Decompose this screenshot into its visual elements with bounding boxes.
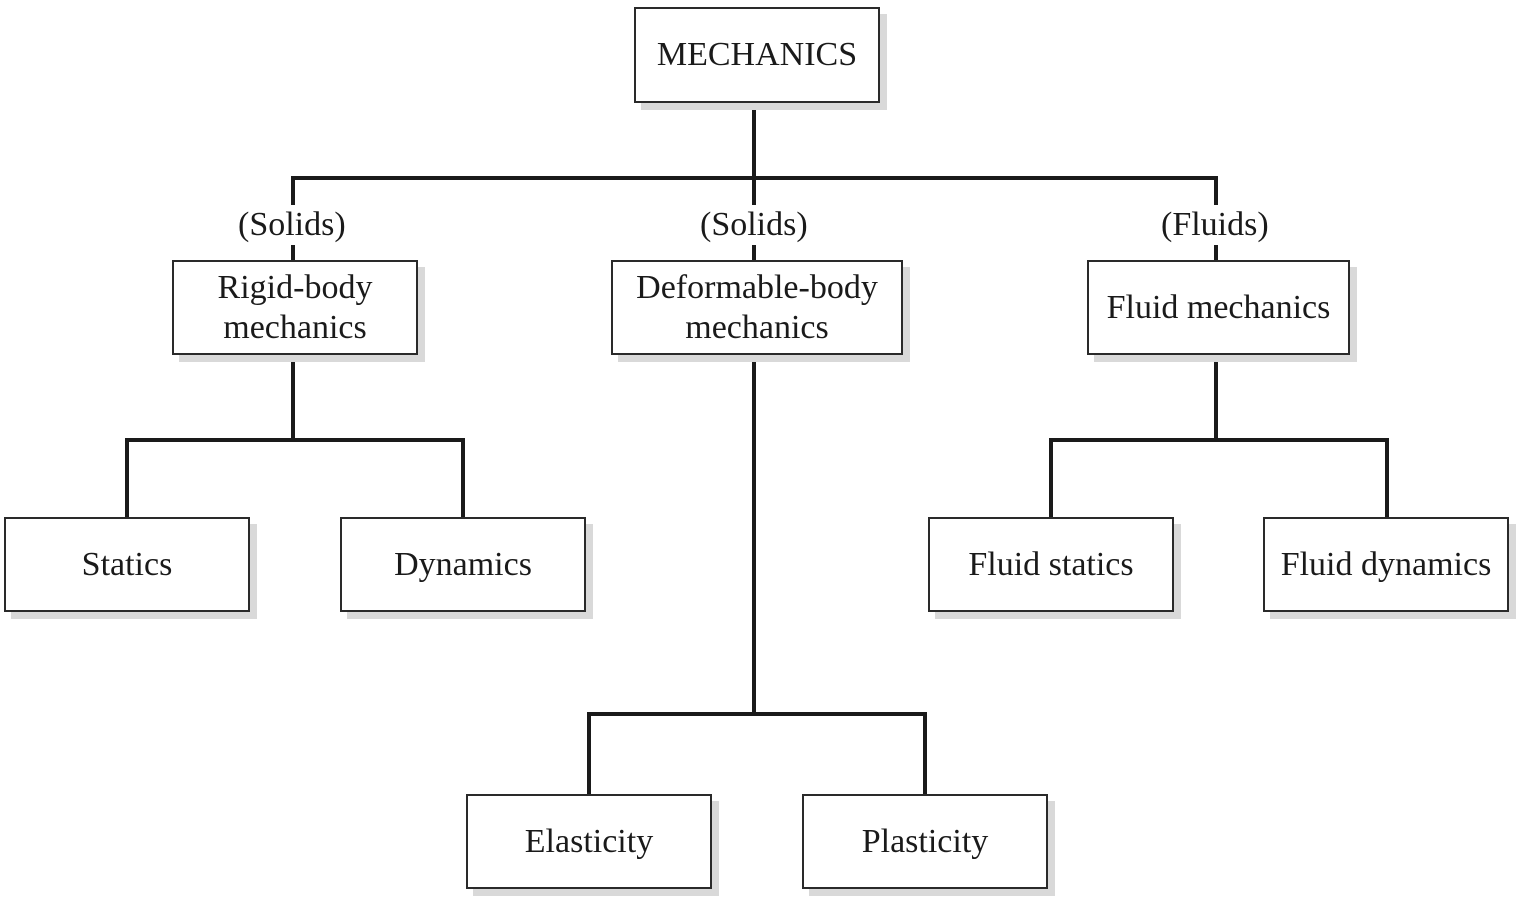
node-mechanics-label: MECHANICS xyxy=(656,36,858,73)
node-label-line: Deformable-body xyxy=(636,268,878,306)
node-fluid-statics: Fluid statics xyxy=(928,517,1174,612)
node-label: Dynamics xyxy=(394,545,532,583)
node-label-line: mechanics xyxy=(223,308,367,346)
node-fluid-dynamics: Fluid dynamics xyxy=(1263,517,1509,612)
node-fluid-mechanics: Fluid mechanics xyxy=(1087,260,1350,355)
node-label: Fluid statics xyxy=(968,545,1134,583)
branch-tag-fluids: (Fluids) xyxy=(1159,205,1271,245)
node-elasticity: Elasticity xyxy=(466,794,712,889)
node-label-line: Fluid mechanics xyxy=(1106,288,1331,326)
node-mechanics: MECHANICS xyxy=(634,7,880,103)
node-label-line: mechanics xyxy=(685,308,829,346)
node-label: Elasticity xyxy=(524,822,654,860)
node-label: Plasticity xyxy=(861,822,989,860)
node-plasticity: Plasticity xyxy=(802,794,1048,889)
branch-tag-solids-middle: (Solids) xyxy=(698,205,810,245)
branch-tag-solids-left: (Solids) xyxy=(236,205,348,245)
node-statics: Statics xyxy=(4,517,250,612)
node-dynamics: Dynamics xyxy=(340,517,586,612)
node-rigid-body-mechanics: Rigid-body mechanics xyxy=(172,260,418,355)
node-deformable-body-mechanics: Deformable-body mechanics xyxy=(611,260,903,355)
node-label: Fluid dynamics xyxy=(1280,545,1492,583)
node-label-line: Rigid-body xyxy=(217,268,373,306)
node-label: Statics xyxy=(81,545,173,583)
